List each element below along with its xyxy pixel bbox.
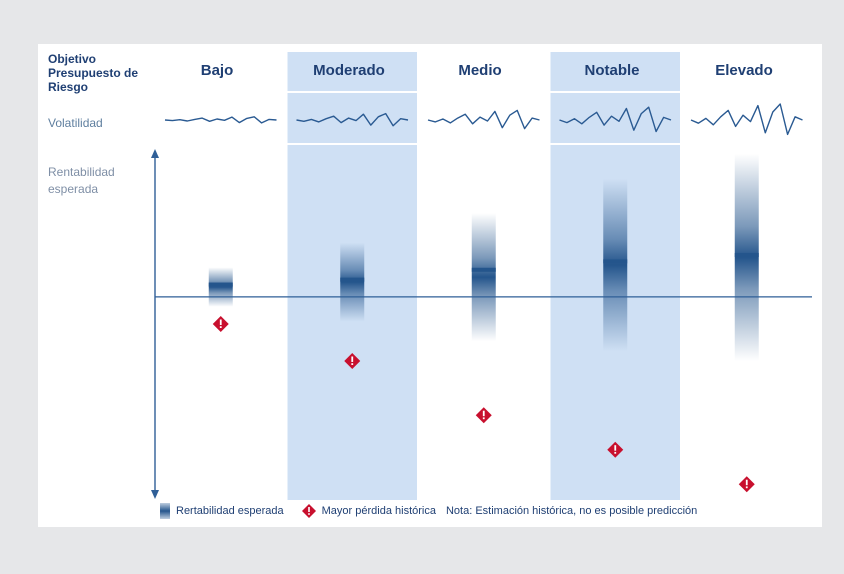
max-loss-marker-medio bbox=[475, 407, 492, 424]
max-loss-marker-bajo bbox=[212, 316, 229, 332]
volatility-line-bajo bbox=[164, 116, 277, 124]
chart-card bbox=[38, 44, 822, 527]
expected-return-axis-label: Rentabilidad esperada bbox=[48, 165, 115, 196]
legend-expected-return-swatch bbox=[160, 503, 170, 519]
max-loss-marker-notable bbox=[607, 441, 624, 458]
legend-max-loss-label: Mayor pérdida histórica bbox=[321, 505, 436, 517]
expected-return-center-moderado bbox=[340, 277, 365, 282]
volatility-line-medio bbox=[427, 109, 540, 130]
legend-note: Nota: Estimación histórica, no es posibl… bbox=[445, 505, 698, 517]
legend-expected-return-label: Rertabilidad esperada bbox=[176, 505, 284, 517]
objective-header-label: Objetivo Presupuesto de Riesgo bbox=[48, 52, 139, 94]
expected-return-bar-moderado bbox=[340, 242, 365, 322]
column-title-elevado: Elevado bbox=[715, 62, 773, 79]
legend: Rertabilidad esperada Mayor pérdida hist… bbox=[160, 503, 697, 519]
column-title-bajo: Bajo bbox=[200, 62, 234, 79]
column-title-moderado: Moderado bbox=[313, 62, 385, 79]
y-axis-arrow-down-icon bbox=[151, 490, 159, 499]
expected-return-bar-elevado bbox=[734, 153, 759, 361]
volatility-line-elevado bbox=[690, 103, 803, 136]
column-title-notable: Notable bbox=[584, 62, 640, 79]
legend-loss-diamond-icon bbox=[301, 504, 316, 518]
expected-return-bar-medio bbox=[471, 213, 496, 342]
column-title-medio: Medio bbox=[458, 62, 502, 79]
max-loss-marker-elevado bbox=[738, 476, 755, 493]
max-loss-marker-moderado bbox=[344, 352, 361, 369]
expected-return-center-elevado bbox=[734, 252, 759, 257]
y-axis-arrow-up-icon bbox=[151, 149, 159, 158]
expected-return-bar-notable bbox=[603, 178, 628, 352]
expected-return-bar-bajo bbox=[208, 267, 233, 307]
expected-return-center-notable bbox=[603, 259, 628, 264]
volatility-line-notable bbox=[559, 106, 672, 133]
volatility-line-moderado bbox=[296, 112, 409, 127]
expected-return-center-bajo bbox=[208, 282, 233, 287]
risk-budget-chart bbox=[151, 52, 813, 500]
volatility-label: Volatilidad bbox=[48, 116, 103, 130]
expected-return-center-medio bbox=[471, 267, 496, 272]
